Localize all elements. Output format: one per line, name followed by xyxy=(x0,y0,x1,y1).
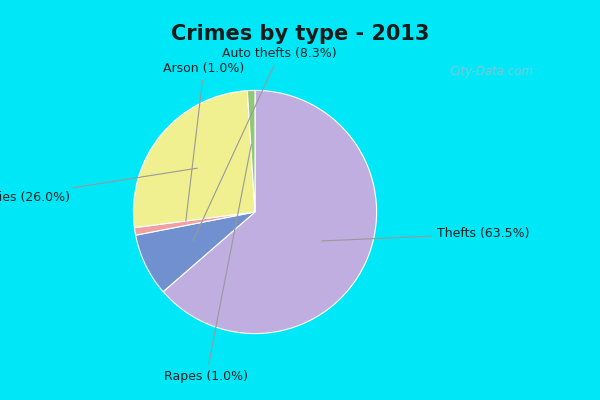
Text: City-Data.com: City-Data.com xyxy=(450,66,534,78)
Text: Crimes by type - 2013: Crimes by type - 2013 xyxy=(171,24,429,44)
Text: Burglaries (26.0%): Burglaries (26.0%) xyxy=(0,168,197,204)
Text: Arson (1.0%): Arson (1.0%) xyxy=(163,62,245,221)
Text: Auto thefts (8.3%): Auto thefts (8.3%) xyxy=(193,48,337,241)
Wedge shape xyxy=(163,90,377,334)
Wedge shape xyxy=(134,212,255,235)
Wedge shape xyxy=(133,91,255,228)
Wedge shape xyxy=(136,212,255,292)
Wedge shape xyxy=(247,90,255,212)
Text: Thefts (63.5%): Thefts (63.5%) xyxy=(322,227,530,241)
Text: Rapes (1.0%): Rapes (1.0%) xyxy=(164,144,251,383)
